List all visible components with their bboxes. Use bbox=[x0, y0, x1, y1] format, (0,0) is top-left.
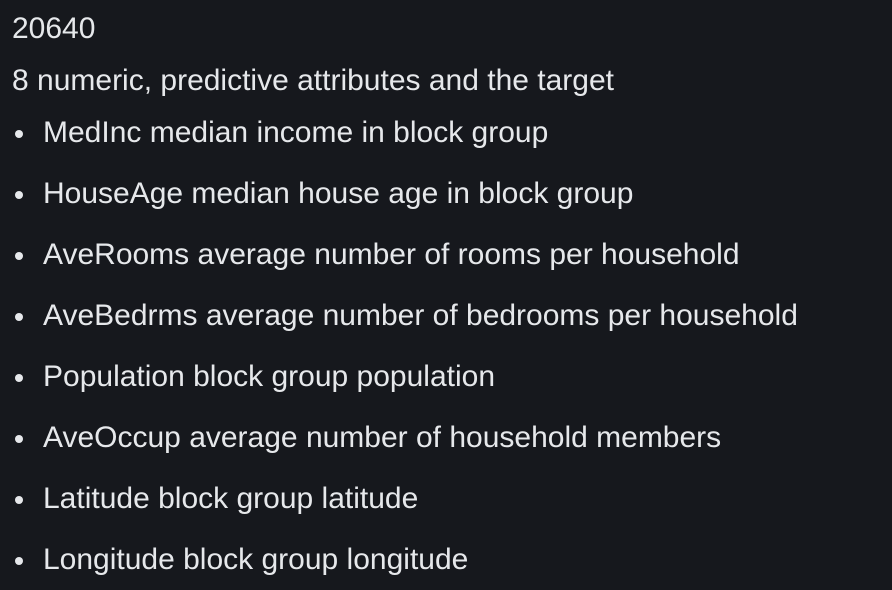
bullet-icon bbox=[15, 191, 23, 199]
list-item: AveRooms average number of rooms per hou… bbox=[0, 240, 892, 301]
bullet-icon bbox=[15, 252, 23, 260]
attribute-text: HouseAge median house age in block group bbox=[43, 177, 634, 210]
bullet-icon bbox=[15, 496, 23, 504]
list-item: Longitude block group longitude bbox=[0, 545, 892, 590]
list-item: AveBedrms average number of bedrooms per… bbox=[0, 301, 892, 362]
attribute-summary: 8 numeric, predictive attributes and the… bbox=[12, 64, 614, 97]
bullet-icon bbox=[15, 557, 23, 565]
instance-count: 20640 bbox=[12, 12, 96, 45]
attribute-text: AveBedrms average number of bedrooms per… bbox=[43, 299, 798, 332]
bullet-icon bbox=[15, 374, 23, 382]
list-item: MedInc median income in block group bbox=[0, 118, 892, 179]
attribute-text: AveRooms average number of rooms per hou… bbox=[43, 238, 740, 271]
attribute-text: Latitude block group latitude bbox=[43, 482, 419, 515]
bullet-icon bbox=[15, 435, 23, 443]
bullet-icon bbox=[15, 130, 23, 138]
attribute-text: Population block group population bbox=[43, 360, 496, 393]
list-item: AveOccup average number of household mem… bbox=[0, 423, 892, 484]
bullet-icon bbox=[15, 313, 23, 321]
list-item: HouseAge median house age in block group bbox=[0, 179, 892, 240]
list-item: Population block group population bbox=[0, 362, 892, 423]
attribute-text: Longitude block group longitude bbox=[43, 543, 469, 576]
attribute-list: MedInc median income in block group Hous… bbox=[0, 118, 892, 590]
attribute-text: AveOccup average number of household mem… bbox=[43, 421, 722, 454]
attribute-text: MedInc median income in block group bbox=[43, 116, 549, 149]
list-item: Latitude block group latitude bbox=[0, 484, 892, 545]
